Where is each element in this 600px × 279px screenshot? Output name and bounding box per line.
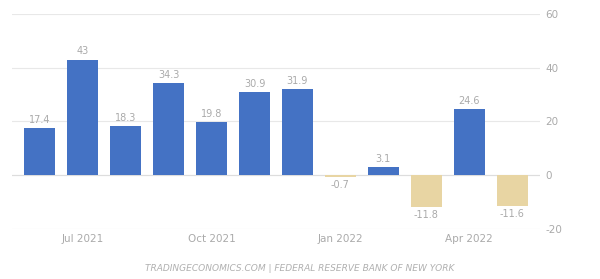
Text: 43: 43 bbox=[77, 46, 89, 56]
Text: -0.7: -0.7 bbox=[331, 180, 350, 190]
Bar bbox=[368, 167, 399, 175]
Text: 24.6: 24.6 bbox=[458, 96, 480, 106]
Bar bbox=[411, 175, 442, 207]
Text: 18.3: 18.3 bbox=[115, 113, 136, 123]
Bar bbox=[110, 126, 141, 175]
Bar bbox=[67, 60, 98, 175]
Bar bbox=[25, 128, 55, 175]
Text: 19.8: 19.8 bbox=[201, 109, 222, 119]
Bar bbox=[325, 175, 356, 177]
Bar bbox=[153, 83, 184, 175]
Text: 31.9: 31.9 bbox=[287, 76, 308, 86]
Bar bbox=[196, 122, 227, 175]
Text: 34.3: 34.3 bbox=[158, 70, 179, 80]
Text: -11.6: -11.6 bbox=[500, 210, 524, 220]
Text: 30.9: 30.9 bbox=[244, 79, 265, 89]
Bar bbox=[454, 109, 485, 175]
Text: -11.8: -11.8 bbox=[414, 210, 439, 220]
Text: 3.1: 3.1 bbox=[376, 153, 391, 163]
Text: 17.4: 17.4 bbox=[29, 115, 50, 125]
Bar bbox=[497, 175, 527, 206]
Bar bbox=[239, 92, 270, 175]
Bar bbox=[282, 89, 313, 175]
Text: TRADINGECONOMICS.COM | FEDERAL RESERVE BANK OF NEW YORK: TRADINGECONOMICS.COM | FEDERAL RESERVE B… bbox=[145, 264, 455, 273]
